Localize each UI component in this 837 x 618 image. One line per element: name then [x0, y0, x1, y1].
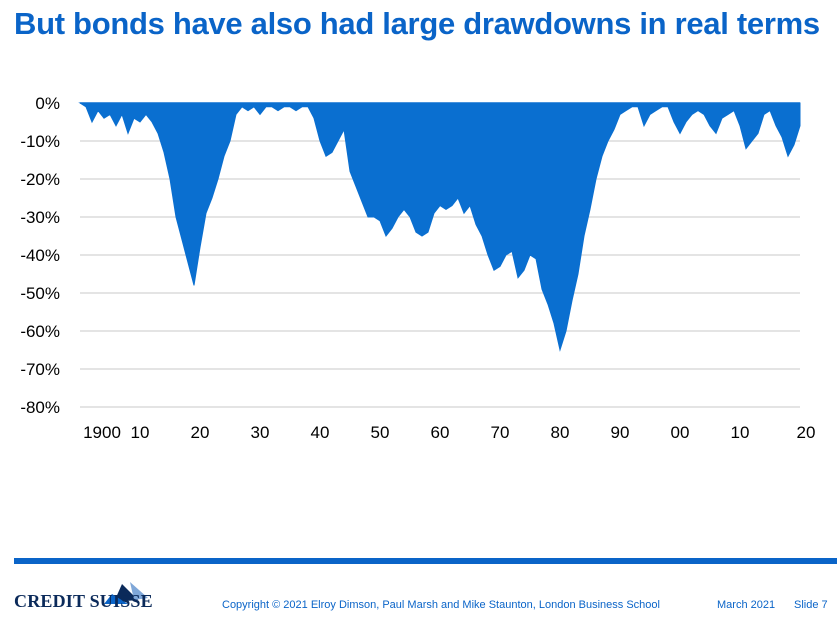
x-tick-label: 50	[371, 423, 390, 442]
y-tick-label: -20%	[20, 170, 60, 189]
footer-divider	[14, 558, 837, 564]
y-tick-label: -50%	[20, 284, 60, 303]
footer-date: March 2021	[717, 599, 776, 611]
x-tick-label: 10	[131, 423, 150, 442]
copyright-text: Copyright © 2021 Elroy Dimson, Paul Mars…	[222, 599, 660, 611]
x-tick-label: 40	[311, 423, 330, 442]
x-tick-label: 60	[431, 423, 450, 442]
x-tick-label: 30	[251, 423, 270, 442]
y-tick-label: -80%	[20, 398, 60, 417]
y-tick-label: -10%	[20, 132, 60, 151]
y-tick-label: -40%	[20, 246, 60, 265]
y-axis-ticks: 0% -10% -20% -30% -40% -50% -60% -70% -80%	[20, 94, 60, 417]
credit-suisse-logo: CREDIT SUISSE	[14, 580, 164, 614]
y-tick-label: -70%	[20, 360, 60, 379]
drawdown-chart: 0%-10%-20%-30%-40%-50%-60%-70%-80% 1900 1…	[20, 94, 815, 442]
x-axis-ticks: 1900 10 20 30 40 50 60 70 80 90 00 10 20	[83, 423, 815, 442]
x-tick-label: 20	[797, 423, 816, 442]
y-tick-label: -60%	[20, 322, 60, 341]
page-title: But bonds have also had large drawdowns …	[14, 6, 820, 41]
sails-icon	[104, 582, 148, 604]
x-tick-label: 70	[491, 423, 510, 442]
x-tick-label: 10	[731, 423, 750, 442]
drawdown-area	[78, 102, 801, 352]
x-tick-label: 1900	[83, 423, 121, 442]
logo-text: CREDIT SUISSE	[14, 591, 153, 611]
x-tick-label: 00	[671, 423, 690, 442]
y-tick-label: -30%	[20, 208, 60, 227]
x-tick-label: 80	[551, 423, 570, 442]
x-tick-label: 20	[191, 423, 210, 442]
y-tick-label: 0%	[35, 94, 60, 113]
x-tick-label: 90	[611, 423, 630, 442]
slide-number: Slide 7	[794, 599, 828, 611]
